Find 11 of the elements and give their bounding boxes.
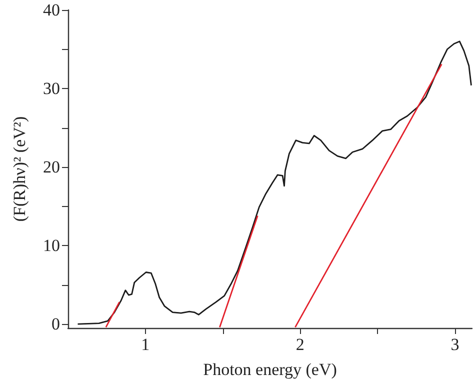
y-tick-label: 0: [52, 314, 60, 334]
y-tick-label: 20: [43, 158, 60, 177]
x-tick-label: 2: [296, 335, 304, 354]
y-axis-title: (F(R)hν)² (eV²): [10, 116, 29, 222]
y-tick-label: 30: [43, 79, 60, 98]
x-tick-label: 3: [450, 335, 460, 354]
x-axis-title: Photon energy (eV): [203, 360, 337, 379]
x-tick-label: 1: [141, 335, 150, 354]
y-tick-label: 40: [43, 0, 60, 20]
line-series: [77, 40, 472, 325]
y-tick-label: 10: [43, 236, 60, 256]
